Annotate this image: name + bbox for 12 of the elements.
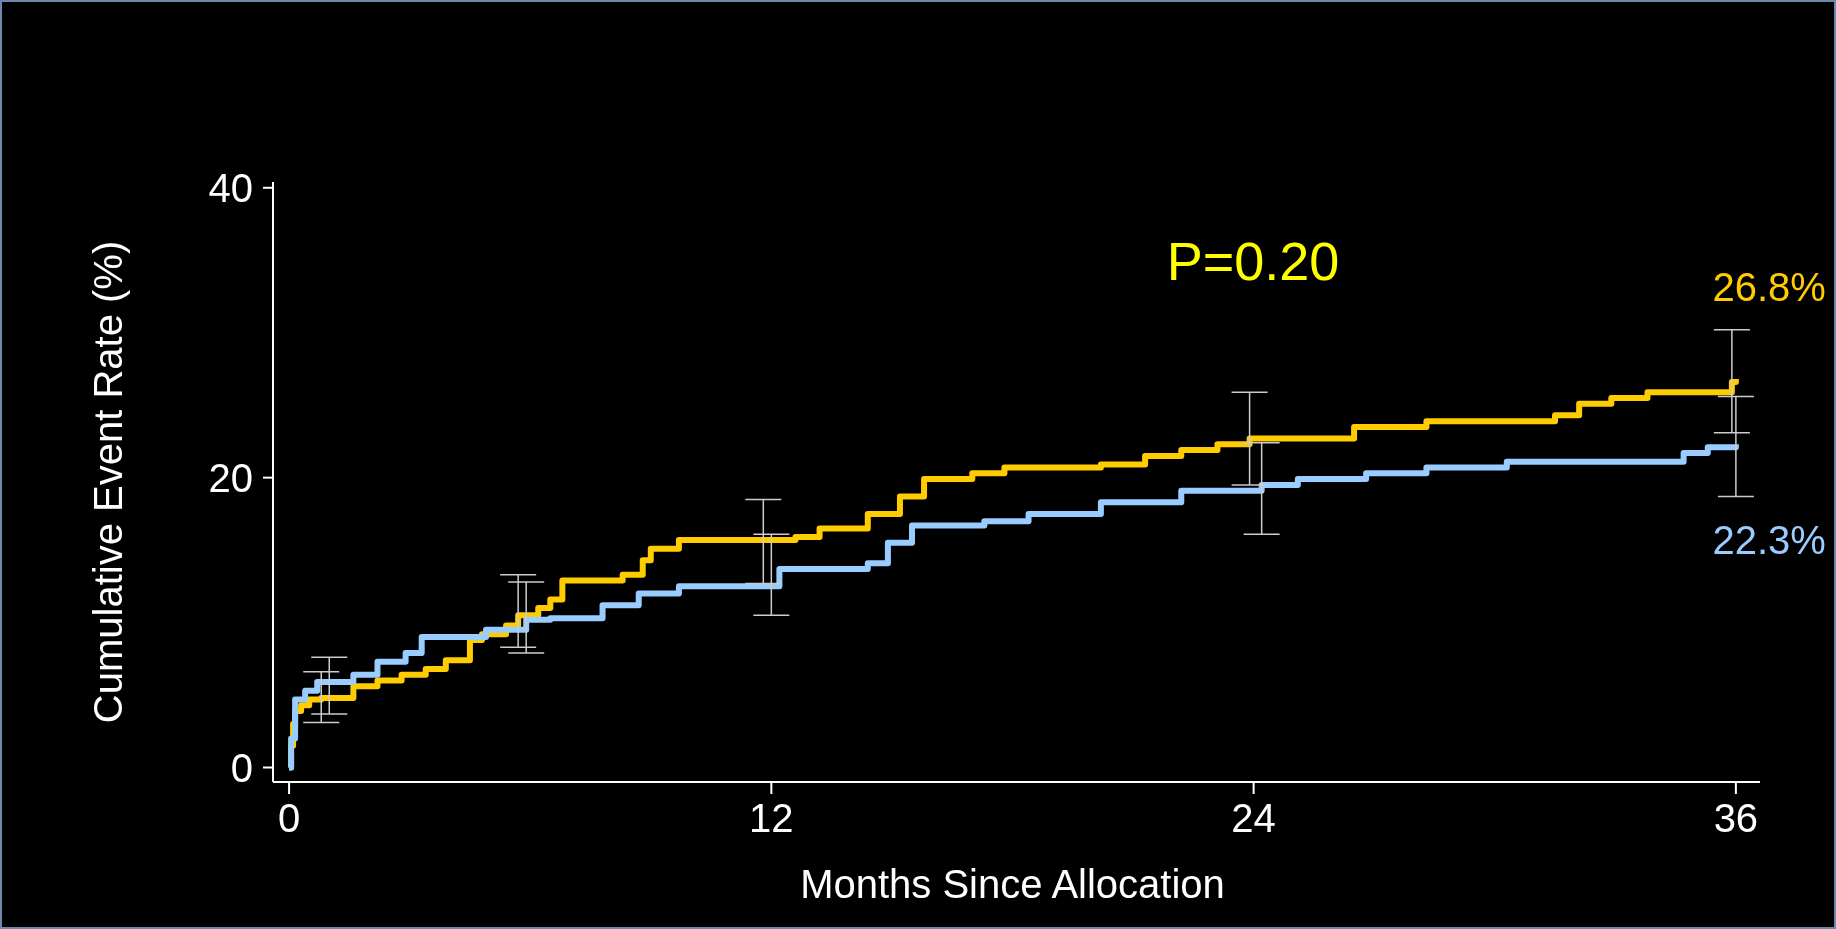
annotation: P=0.20 xyxy=(1166,231,1340,291)
data-label: 26.8% xyxy=(1712,265,1826,310)
x-axis-title: Months Since Allocation xyxy=(800,862,1225,906)
y-tick-label: 40 xyxy=(208,165,253,210)
x-tick-label: 12 xyxy=(749,796,794,840)
y-tick-label: 20 xyxy=(208,455,253,500)
y-axis-title: Cumulative Event Rate (%) xyxy=(86,240,130,724)
x-tick-label: 36 xyxy=(1713,796,1759,840)
y-tick-label: 0 xyxy=(230,745,253,790)
x-tick-label: 24 xyxy=(1231,796,1276,840)
data-label: 22.3% xyxy=(1712,518,1826,563)
x-tick-label: 0 xyxy=(277,796,301,840)
